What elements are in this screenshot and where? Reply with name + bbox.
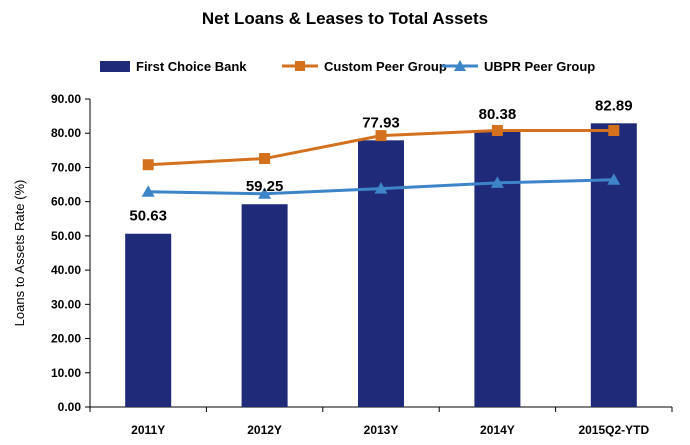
data-label: 59.25 <box>246 178 284 195</box>
point-ubpr-peer-group <box>607 173 621 185</box>
y-tick-label: 40.00 <box>51 263 81 277</box>
y-tick-label: 30.00 <box>51 297 81 311</box>
x-tick-label: 2013Y <box>364 423 399 437</box>
y-tick-label: 70.00 <box>51 160 81 174</box>
bar <box>241 204 288 407</box>
y-tick-label: 80.00 <box>51 126 81 140</box>
x-tick-label: 2014Y <box>480 423 515 437</box>
bar <box>358 140 404 408</box>
data-label: 77.93 <box>362 114 400 131</box>
point-custom-peer-group <box>259 153 271 165</box>
legend-swatch-first-choice-bank <box>100 61 130 72</box>
bar <box>474 131 521 407</box>
point-custom-peer-group <box>142 159 154 171</box>
data-label: 82.89 <box>595 97 633 114</box>
lines <box>141 124 621 199</box>
point-custom-peer-group <box>491 124 503 136</box>
point-custom-peer-group <box>375 130 387 142</box>
data-label: 50.63 <box>129 208 167 225</box>
legend-marker-custom-peer-group <box>295 61 305 71</box>
point-ubpr-peer-group <box>374 182 388 194</box>
bars <box>125 123 637 408</box>
bar <box>590 123 637 407</box>
y-tick-label: 20.00 <box>51 332 81 346</box>
y-axis-label: Loans to Assets Rate (%) <box>12 180 27 327</box>
y-tick-label: 90.00 <box>51 92 81 106</box>
point-ubpr-peer-group <box>490 176 504 188</box>
data-labels: 50.63 59.25 77.93 80.38 82.89 <box>129 97 632 224</box>
chart-title: Net Loans & Leases to Total Assets <box>202 9 488 28</box>
y-tick-label: 0.00 <box>58 400 82 414</box>
y-tick-label: 10.00 <box>51 366 81 380</box>
bar <box>125 233 172 407</box>
data-label: 80.38 <box>479 106 517 123</box>
legend-label-ubpr-peer-group: UBPR Peer Group <box>484 59 595 74</box>
x-tick-label: 2012Y <box>247 423 282 437</box>
point-custom-peer-group <box>608 124 620 136</box>
legend-label-custom-peer-group: Custom Peer Group <box>324 59 447 74</box>
y-tick-label: 60.00 <box>51 195 81 209</box>
legend: First Choice Bank Custom Peer Group UBPR… <box>100 59 595 74</box>
x-tick-label: 2015Q2-YTD <box>578 423 649 437</box>
axes: 0.00 10.00 20.00 30.00 40.00 50.00 60.00 70.00 8… <box>51 92 673 437</box>
y-tick-label: 50.00 <box>51 229 81 243</box>
legend-label-first-choice-bank: First Choice Bank <box>136 59 247 74</box>
x-tick-label: 2011Y <box>131 423 165 437</box>
point-ubpr-peer-group <box>258 187 272 199</box>
legend-marker-ubpr-peer-group <box>454 60 466 71</box>
point-ubpr-peer-group <box>141 185 155 197</box>
